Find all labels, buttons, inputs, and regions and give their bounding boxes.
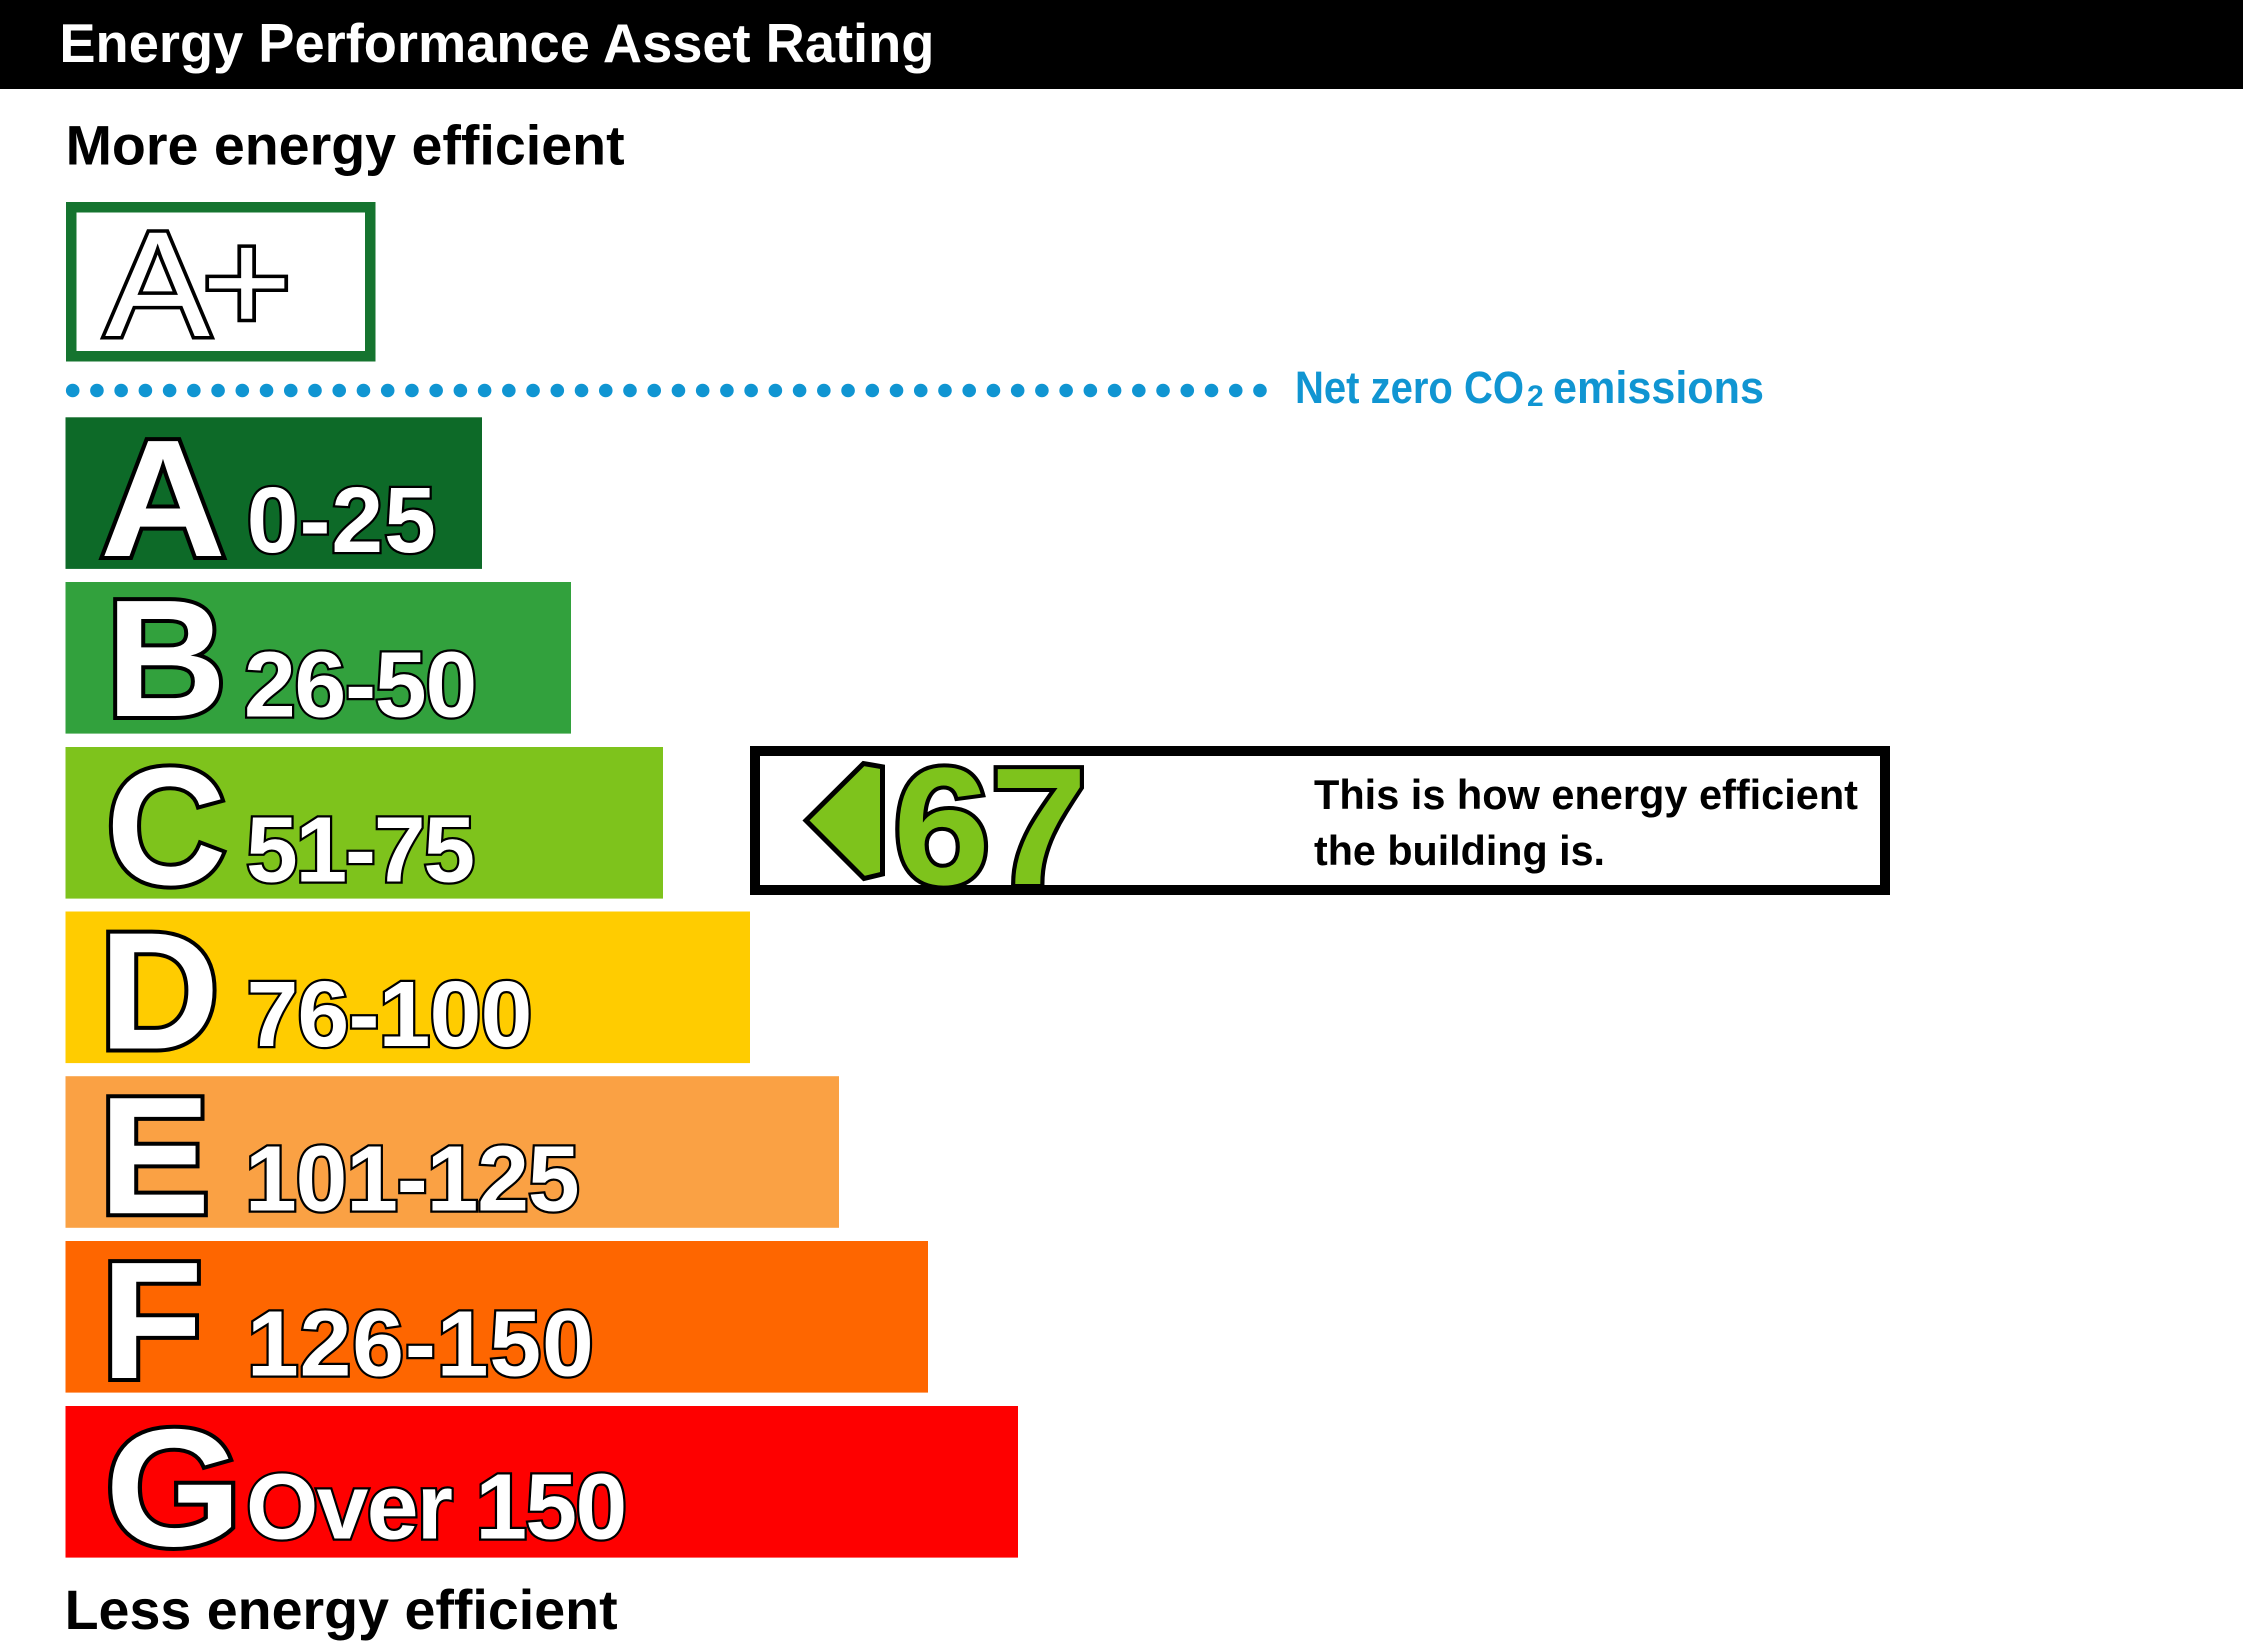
svg-text:D: D <box>99 899 220 1085</box>
svg-text:0-25: 0-25 <box>247 468 436 572</box>
svg-text:A: A <box>100 406 226 592</box>
svg-text:E: E <box>99 1063 210 1249</box>
svg-text:emissions: emissions <box>1553 362 1764 413</box>
svg-text:F: F <box>101 1228 203 1414</box>
svg-text:B: B <box>106 566 227 752</box>
svg-text:Net zero CO: Net zero CO <box>1295 362 1524 413</box>
svg-text:More energy efficient: More energy efficient <box>66 115 625 177</box>
svg-text:101-125: 101-125 <box>245 1127 580 1231</box>
svg-text:Over 150: Over 150 <box>246 1455 627 1559</box>
svg-text:the building is.: the building is. <box>1314 827 1605 874</box>
svg-text:26-50: 26-50 <box>244 633 477 737</box>
svg-text:A: A <box>105 200 210 368</box>
svg-text:76-100: 76-100 <box>247 962 533 1066</box>
svg-text:Energy Performance Asset Ratin: Energy Performance Asset Rating <box>59 12 934 74</box>
svg-text:51-75: 51-75 <box>246 798 475 902</box>
svg-text:Less energy efficient: Less energy efficient <box>65 1579 618 1641</box>
svg-text:This is how energy efficient: This is how energy efficient <box>1314 771 1858 818</box>
svg-text:C: C <box>106 734 227 920</box>
svg-text:+: + <box>202 201 293 363</box>
svg-text:126-150: 126-150 <box>247 1292 594 1396</box>
svg-text:67: 67 <box>893 734 1088 920</box>
svg-text:G: G <box>105 1395 242 1581</box>
svg-text:2: 2 <box>1527 380 1544 413</box>
